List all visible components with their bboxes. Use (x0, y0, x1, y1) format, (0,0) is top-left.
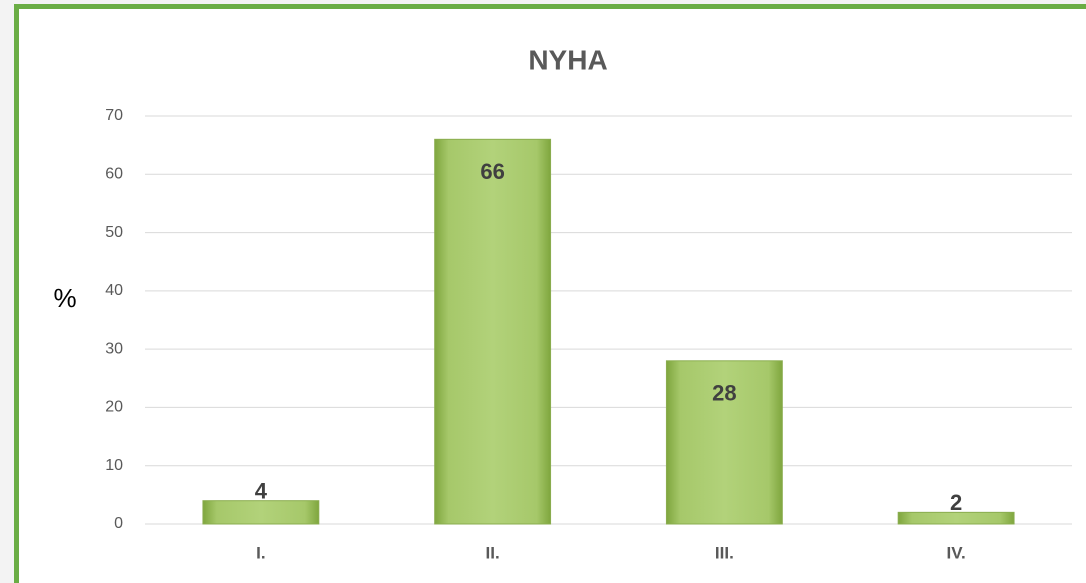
chart-title: NYHA (528, 44, 607, 75)
bar (434, 138, 552, 525)
y-tick-label: 40 (105, 282, 123, 299)
x-tick-label: III. (715, 543, 734, 562)
y-tick-label: 60 (105, 166, 123, 183)
bar (665, 360, 783, 525)
data-label: 2 (950, 490, 962, 515)
x-tick-label: II. (486, 543, 500, 562)
data-label: 66 (480, 159, 504, 184)
bar (897, 511, 1015, 525)
bar (202, 500, 320, 525)
y-tick-label: 30 (105, 340, 123, 357)
chart-frame (14, 4, 1086, 583)
y-tick-label: 50 (105, 224, 123, 241)
y-tick-label: 10 (105, 457, 123, 474)
x-tick-label: I. (256, 543, 265, 562)
x-tick-label: IV. (947, 543, 966, 562)
data-label: 4 (255, 478, 268, 503)
y-tick-label: 0 (114, 515, 123, 532)
data-label: 28 (712, 381, 736, 406)
y-tick-label: 20 (105, 399, 123, 416)
y-tick-label: 70 (105, 107, 123, 124)
y-axis-label: % (53, 283, 76, 313)
